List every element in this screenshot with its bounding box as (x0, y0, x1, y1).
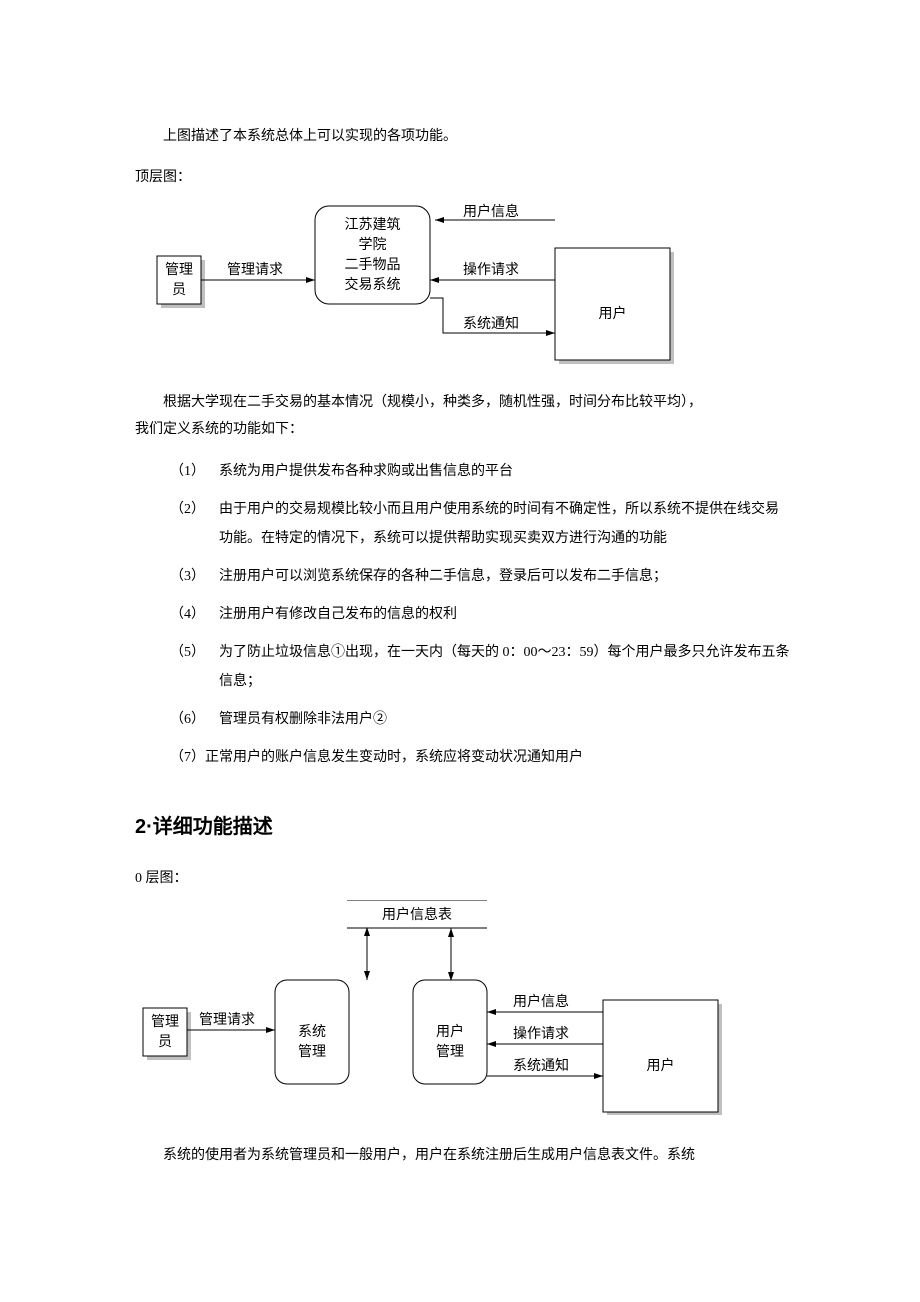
paragraph-3: 系统的使用者为系统管理员和一般用户，用户在系统注册后生成用户信息表文件。系统 (135, 1143, 790, 1170)
list-item-text: 为了防止垃圾信息①出现，在一天内（每天的 0：00～23：59）每个用户最多只允… (219, 638, 790, 697)
zero-diagram-label: 0 层图： (135, 866, 790, 893)
svg-text:管理: 管理 (298, 1044, 326, 1060)
svg-text:系统通知: 系统通知 (463, 315, 519, 332)
list-item: （4）注册用户有修改自己发布的信息的权利 (170, 600, 790, 629)
svg-text:交易系统: 交易系统 (345, 276, 401, 293)
svg-text:员: 员 (172, 283, 186, 298)
svg-text:操作请求: 操作请求 (513, 1026, 569, 1042)
svg-text:学院: 学院 (359, 237, 387, 253)
list-item-number: （4） (170, 600, 219, 629)
svg-text:管理请求: 管理请求 (227, 262, 283, 278)
svg-text:系统通知: 系统通知 (513, 1057, 569, 1074)
list-item-text: 注册用户有修改自己发布的信息的权利 (219, 600, 790, 629)
svg-text:二手物品: 二手物品 (345, 257, 401, 273)
document-page: 上图描述了本系统总体上可以实现的各项功能。 顶层图： 管理员江苏建筑学院二手物品… (0, 0, 920, 1243)
list-item: （7）正常用户的账户信息发生变动时，系统应将变动状况通知用户 (170, 743, 790, 772)
list-item-text: 正常用户的账户信息发生变动时，系统应将变动状况通知用户 (205, 743, 790, 772)
list-item: （1）系统为用户提供发布各种求购或出售信息的平台 (170, 457, 790, 486)
paragraph-2b: 我们定义系统的功能如下： (135, 417, 790, 444)
svg-text:管理请求: 管理请求 (199, 1012, 255, 1028)
svg-text:用户信息表: 用户信息表 (382, 906, 452, 923)
list-item-number: （3） (170, 562, 219, 591)
svg-text:操作请求: 操作请求 (463, 262, 519, 278)
section-2-heading: 2·详细功能描述 (135, 808, 790, 846)
zero-level-diagram: 管理员系统管理用户管理用户用户信息表管理请求用户信息操作请求系统通知 (135, 900, 790, 1115)
paragraph-2a: 根据大学现在二手交易的基本情况（规模小，种类多，随机性强，时间分布比较平均）， (135, 390, 790, 417)
svg-text:用户: 用户 (647, 1057, 675, 1074)
list-item: （6）管理员有权删除非法用户② (170, 705, 790, 734)
svg-text:系统: 系统 (298, 1024, 326, 1040)
intro-paragraph: 上图描述了本系统总体上可以实现的各项功能。 (135, 124, 790, 151)
list-item-number: （2） (170, 495, 219, 554)
list-item: （5）为了防止垃圾信息①出现，在一天内（每天的 0：00～23：59）每个用户最… (170, 638, 790, 697)
list-item-number: （1） (170, 457, 219, 486)
svg-text:用户信息: 用户信息 (463, 203, 519, 220)
list-item-number: （7） (170, 743, 205, 772)
svg-text:用户: 用户 (436, 1023, 464, 1040)
list-item-text: 管理员有权删除非法用户② (219, 705, 790, 734)
svg-text:用户: 用户 (599, 305, 627, 322)
list-item-text: 由于用户的交易规模比较小而且用户使用系统的时间有不确定性，所以系统不提供在线交易… (219, 495, 790, 554)
top-diagram-label: 顶层图： (135, 165, 790, 192)
list-item-text: 注册用户可以浏览系统保存的各种二手信息，登录后可以发布二手信息； (219, 562, 790, 591)
list-item-number: （5） (170, 638, 219, 697)
list-item-text: 系统为用户提供发布各种求购或出售信息的平台 (219, 457, 790, 486)
top-level-diagram: 管理员 江苏建筑学院二手物品交易系统用户 管理请求 用户信息操作请求系统通知 (135, 198, 790, 373)
list-item: （3）注册用户可以浏览系统保存的各种二手信息，登录后可以发布二手信息； (170, 562, 790, 591)
svg-text:管理: 管理 (165, 262, 193, 278)
svg-text:管理: 管理 (151, 1014, 179, 1030)
svg-text:员: 员 (158, 1035, 172, 1050)
function-list: （1）系统为用户提供发布各种求购或出售信息的平台（2）由于用户的交易规模比较小而… (135, 457, 790, 772)
svg-text:用户信息: 用户信息 (513, 993, 569, 1010)
list-item: （2）由于用户的交易规模比较小而且用户使用系统的时间有不确定性，所以系统不提供在… (170, 495, 790, 554)
svg-text:管理: 管理 (436, 1044, 464, 1060)
list-item-number: （6） (170, 705, 219, 734)
svg-text:江苏建筑: 江苏建筑 (345, 217, 401, 233)
